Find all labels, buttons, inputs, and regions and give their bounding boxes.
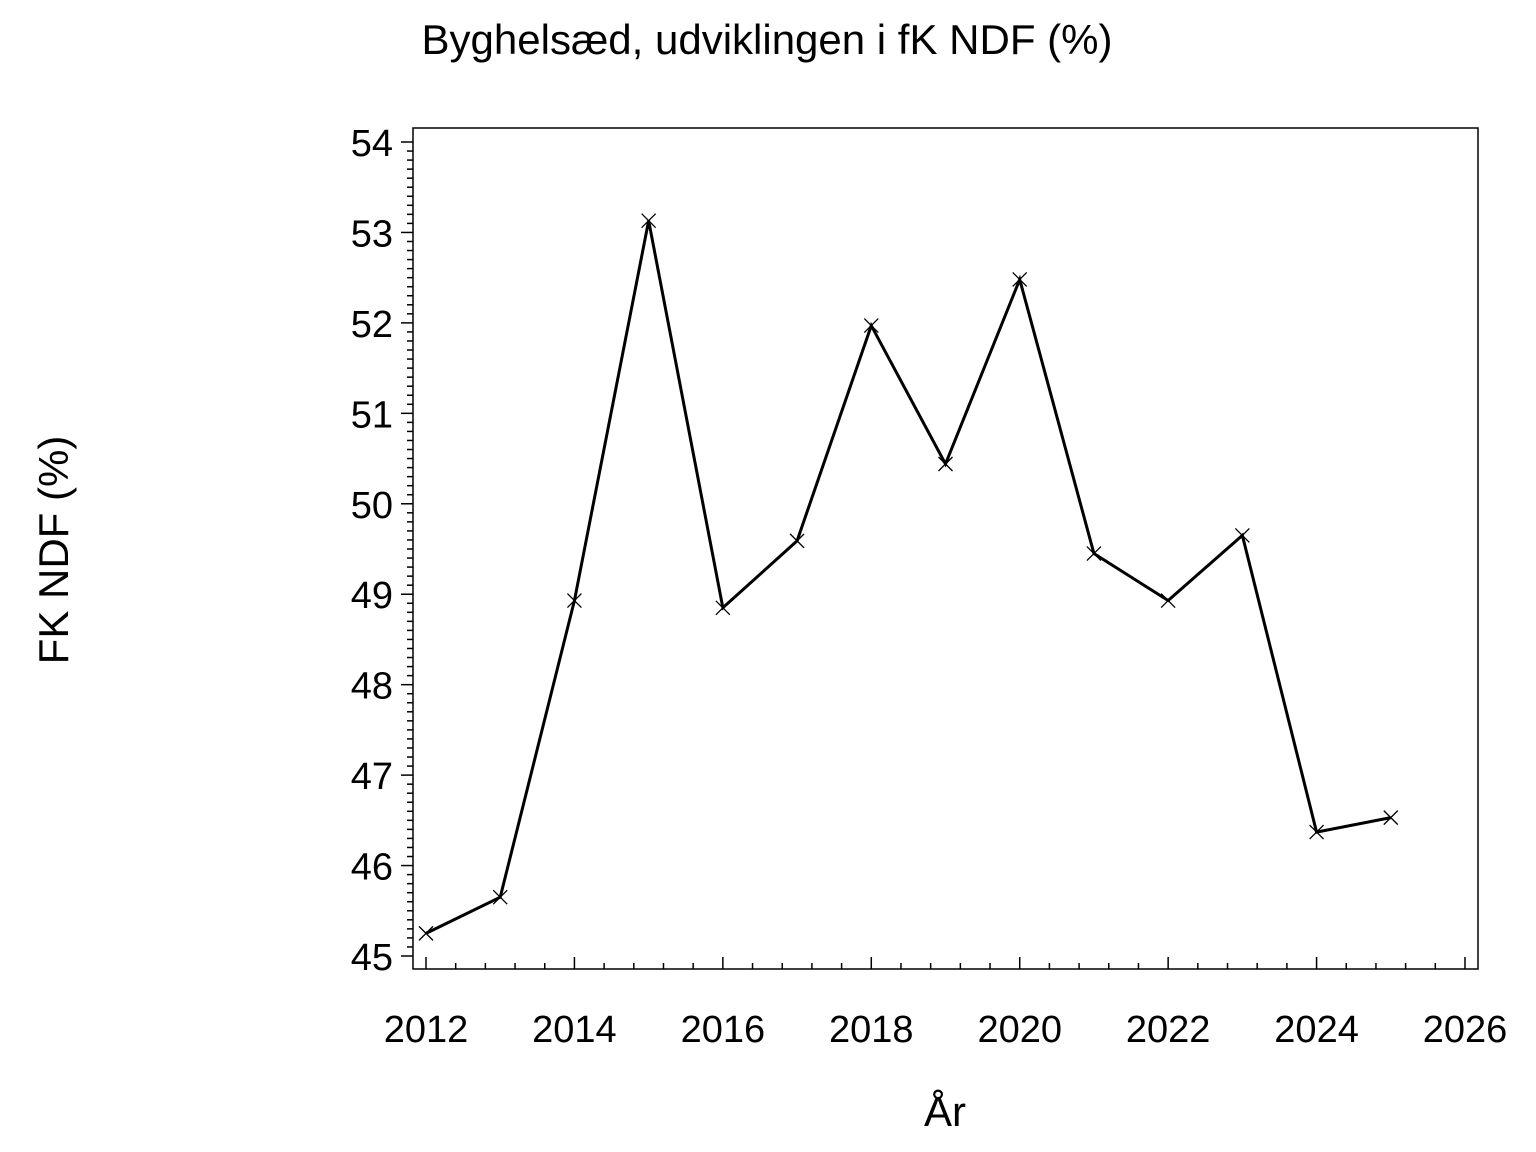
chart-title: Byghelsæd, udviklingen i fK NDF (%) (422, 16, 1113, 63)
y-tick-label: 46 (351, 847, 393, 889)
y-tick-label: 50 (351, 485, 393, 527)
marker-stroke (566, 593, 582, 609)
marker-stroke (1012, 272, 1028, 287)
marker-stroke (1309, 824, 1325, 840)
y-axis-label: FK NDF (%) (30, 436, 77, 665)
data-point-marker (1012, 272, 1028, 287)
marker-stroke (1160, 593, 1176, 609)
y-tick-label: 52 (351, 304, 393, 346)
x-tick-label: 2022 (1126, 1009, 1211, 1051)
data-point-marker (492, 889, 508, 905)
x-tick-label: 2024 (1274, 1009, 1359, 1051)
data-point-marker (863, 318, 879, 334)
marker-stroke (641, 213, 657, 229)
marker-stroke (1086, 546, 1102, 561)
x-tick-label: 2018 (829, 1009, 914, 1051)
marker-stroke (938, 456, 953, 472)
x-tick-label: 2016 (681, 1009, 766, 1051)
marker-stroke (1383, 810, 1399, 826)
x-axis-label: År (924, 1088, 966, 1135)
x-tick-label: 2026 (1423, 1009, 1508, 1051)
data-point-marker (418, 925, 434, 941)
y-tick-label: 51 (351, 394, 393, 436)
data-point-marker (938, 456, 953, 472)
marker-stroke (1234, 527, 1250, 543)
data-point-marker (1309, 824, 1325, 840)
x-tick-label: 2012 (384, 1009, 469, 1051)
data-point-marker (566, 593, 582, 609)
y-tick-label: 48 (351, 666, 393, 708)
marker-stroke (789, 533, 805, 549)
data-point-marker (1086, 546, 1102, 561)
data-point-marker (789, 533, 805, 549)
marker-stroke (715, 600, 731, 616)
y-tick-label: 54 (351, 123, 393, 165)
y-tick-label: 47 (351, 756, 393, 798)
marker-stroke (492, 889, 508, 905)
series-line (425, 220, 1392, 935)
data-point-marker (1160, 593, 1176, 609)
data-point-marker (1234, 527, 1250, 543)
data-point-marker (641, 213, 657, 229)
x-tick-label: 2020 (977, 1009, 1062, 1051)
marker-stroke (418, 925, 434, 941)
data-point-marker (1383, 810, 1399, 826)
marker-stroke (863, 318, 879, 334)
x-tick-label: 2014 (532, 1009, 617, 1051)
y-tick-label: 49 (351, 575, 393, 617)
y-tick-label: 53 (351, 213, 393, 255)
y-tick-label: 45 (351, 937, 393, 979)
data-point-marker (715, 600, 731, 616)
plot-frame (412, 127, 1479, 970)
